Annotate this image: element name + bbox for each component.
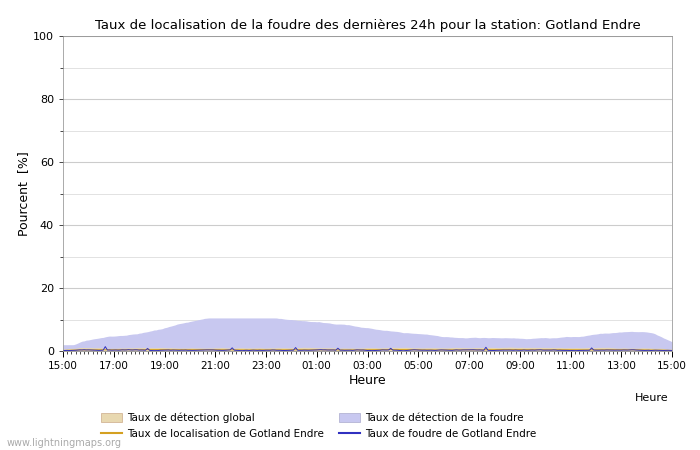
X-axis label: Heure: Heure [349, 374, 386, 387]
Legend: Taux de détection global, Taux de localisation de Gotland Endre, Taux de détecti: Taux de détection global, Taux de locali… [101, 413, 537, 439]
Text: Heure: Heure [635, 393, 668, 403]
Title: Taux de localisation de la foudre des dernières 24h pour la station: Gotland End: Taux de localisation de la foudre des de… [94, 19, 640, 32]
Text: www.lightningmaps.org: www.lightningmaps.org [7, 438, 122, 448]
Y-axis label: Pourcent  [%]: Pourcent [%] [18, 151, 30, 236]
